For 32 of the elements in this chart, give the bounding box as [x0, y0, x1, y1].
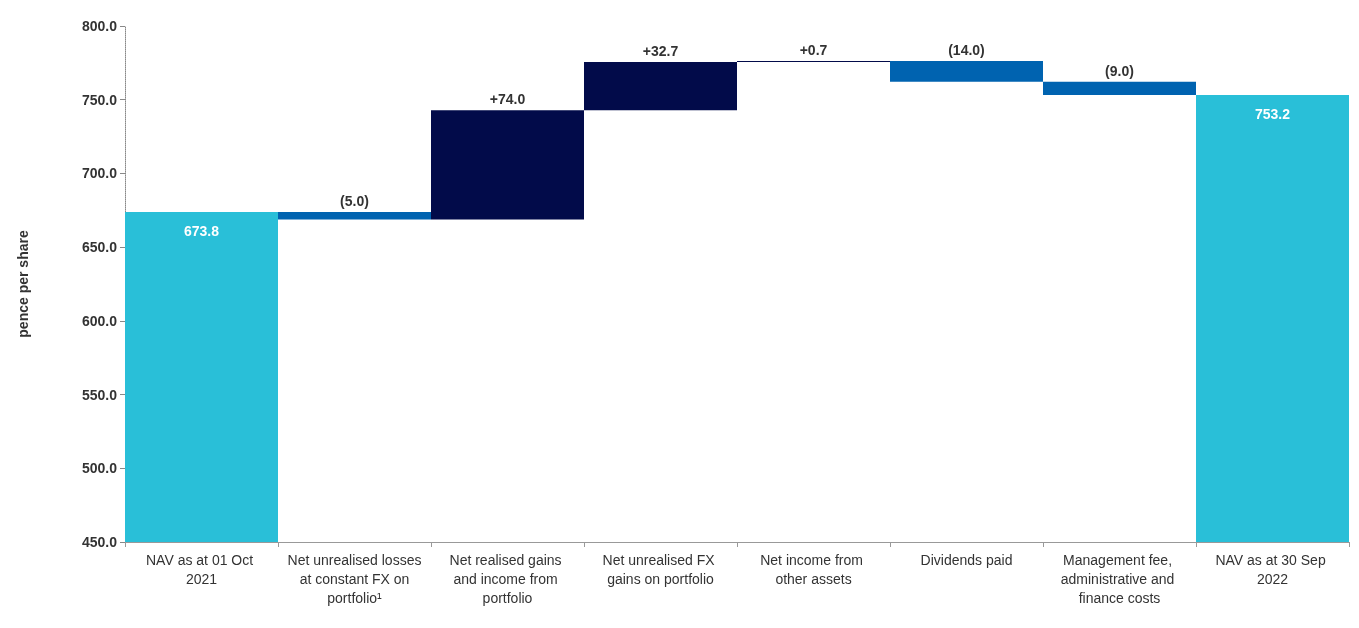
- y-tick-label: 450.0: [81, 534, 118, 550]
- bar: [1043, 81, 1196, 95]
- x-tick-label: Net realised gains and income from portfolio: [449, 551, 566, 606]
- y-tick-label: 700.0: [81, 165, 118, 182]
- y-tick-label: 650.0: [81, 239, 118, 256]
- bar: [125, 212, 278, 542]
- y-tick-label: 750.0: [81, 91, 118, 108]
- bar: [890, 61, 1043, 82]
- x-tick-label: Dividends paid: [920, 551, 1013, 568]
- y-tick-label: 800.0: [81, 18, 118, 34]
- x-tick-label: Net income from other assets: [760, 551, 867, 587]
- x-tick-label: Net unrealised losses at constant FX on portfolio¹: [287, 551, 422, 606]
- data-label: +32.7: [642, 43, 679, 60]
- data-label: +0.7: [799, 42, 828, 59]
- data-label: (5.0): [340, 193, 369, 210]
- data-label: (9.0): [1105, 62, 1134, 79]
- bar: [278, 212, 431, 220]
- data-label: (14.0): [948, 42, 985, 59]
- y-axis-title: pence per share: [15, 230, 31, 338]
- y-tick-label: 550.0: [81, 386, 118, 403]
- x-tick-label: NAV as at 01 Oct 2021: [145, 551, 258, 587]
- x-tick-label: NAV as at 30 Sep 2022: [1215, 551, 1330, 587]
- y-tick-label: 600.0: [81, 312, 118, 329]
- data-label: +74.0: [489, 91, 526, 108]
- bar: [1196, 95, 1349, 542]
- y-tick-label: 500.0: [81, 460, 118, 477]
- x-tick-label: Net unrealised FX gains on portfolio: [602, 551, 719, 587]
- bar: [584, 62, 737, 111]
- data-label: 673.8: [183, 223, 220, 240]
- data-label: 753.2: [1254, 106, 1291, 122]
- x-tick-label: Management fee, administrative and finance costs: [1060, 551, 1179, 606]
- bar: [431, 110, 584, 220]
